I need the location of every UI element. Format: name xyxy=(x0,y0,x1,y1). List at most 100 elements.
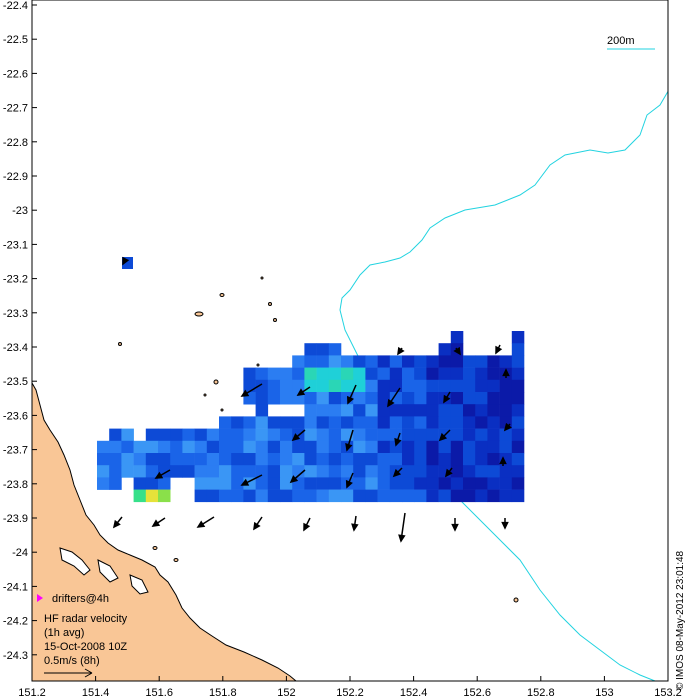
velocity-cell xyxy=(353,404,366,417)
velocity-cell xyxy=(255,489,269,503)
y-tick-label: -23.9 xyxy=(3,513,28,525)
velocity-cell xyxy=(499,379,513,393)
velocity-cell xyxy=(377,428,391,442)
velocity-cell xyxy=(206,428,220,442)
drifters-legend-label: drifters@4h xyxy=(52,593,109,605)
velocity-cell xyxy=(292,465,305,478)
velocity-cell xyxy=(450,355,464,368)
velocity-arrowhead xyxy=(151,519,161,527)
velocity-cell xyxy=(170,440,183,454)
velocity-cell xyxy=(316,440,330,454)
velocity-cell xyxy=(328,392,342,405)
depth-contour-legend-label: 200m xyxy=(607,35,635,47)
velocity-cell xyxy=(133,489,147,503)
velocity-cell xyxy=(377,379,391,393)
velocity-cell xyxy=(426,392,439,405)
velocity-cell xyxy=(219,416,232,429)
velocity-cell xyxy=(145,440,159,454)
velocity-cell xyxy=(426,416,439,429)
x-tick-label: 152.2 xyxy=(336,687,364,699)
velocity-arrowhead xyxy=(345,443,353,452)
velocity-cell xyxy=(414,404,427,417)
velocity-cell xyxy=(487,453,500,466)
velocity-cell xyxy=(499,404,513,417)
velocity-arrowhead xyxy=(392,468,402,478)
velocity-cell xyxy=(304,355,317,368)
velocity-cell xyxy=(511,404,525,417)
velocity-cell xyxy=(158,453,171,466)
velocity-arrowhead xyxy=(291,433,301,442)
x-tick-label: 152.4 xyxy=(400,687,428,699)
x-tick-label: 153 xyxy=(595,687,613,699)
velocity-cell xyxy=(280,453,293,466)
velocity-arrowhead xyxy=(397,346,405,356)
velocity-cell xyxy=(365,404,378,417)
velocity-cell xyxy=(438,355,452,368)
velocity-cell xyxy=(255,477,269,490)
legend-title: HF radar velocity xyxy=(44,613,128,625)
velocity-arrowhead xyxy=(387,398,395,408)
velocity-cell xyxy=(145,428,159,442)
velocity-cell xyxy=(255,416,269,429)
velocity-cell xyxy=(487,379,500,393)
velocity-arrowhead xyxy=(240,478,250,486)
velocity-cell xyxy=(438,453,452,466)
velocity-cell xyxy=(475,489,488,503)
velocity-cell xyxy=(292,440,305,454)
x-tick-label: 152.8 xyxy=(527,687,555,699)
velocity-arrowhead xyxy=(398,534,406,543)
velocity-cell xyxy=(206,465,220,478)
velocity-cell xyxy=(414,465,427,478)
velocity-cell xyxy=(499,477,513,490)
velocity-cell xyxy=(255,392,269,405)
velocity-cell xyxy=(341,355,354,368)
velocity-arrowhead xyxy=(499,456,507,465)
velocity-cell xyxy=(97,440,110,454)
velocity-cell xyxy=(231,440,244,454)
velocity-arrowhead xyxy=(345,479,353,489)
y-tick-label: -23.1 xyxy=(3,239,28,251)
velocity-cell xyxy=(231,465,244,478)
velocity-cell xyxy=(365,477,378,490)
velocity-cell xyxy=(450,404,464,417)
velocity-arrowhead xyxy=(451,523,459,532)
y-tick-label: -23.3 xyxy=(3,308,28,320)
velocity-cell xyxy=(353,416,366,429)
velocity-cell xyxy=(450,477,464,490)
velocity-cell xyxy=(243,465,256,478)
velocity-cell xyxy=(304,416,317,429)
velocity-cell xyxy=(438,379,452,393)
velocity-cell xyxy=(170,428,183,442)
velocity-cell xyxy=(316,343,330,356)
velocity-arrowhead xyxy=(347,395,355,405)
velocity-arrowhead xyxy=(351,523,359,532)
velocity-arrowhead xyxy=(122,256,130,266)
velocity-cell xyxy=(280,392,293,405)
velocity-cell xyxy=(511,453,525,466)
velocity-cell xyxy=(255,367,269,381)
velocity-cell xyxy=(121,428,134,442)
velocity-cell xyxy=(158,428,171,442)
velocity-cell xyxy=(304,489,317,503)
velocity-arrowhead xyxy=(443,394,451,404)
velocity-cell xyxy=(316,428,330,442)
velocity-cell xyxy=(487,477,500,490)
velocity-cell xyxy=(97,465,110,478)
velocity-cell xyxy=(280,379,293,393)
velocity-cell xyxy=(438,416,452,429)
velocity-cell xyxy=(280,428,293,442)
velocity-cell xyxy=(219,453,232,466)
velocity-cell xyxy=(463,489,476,503)
velocity-cell xyxy=(414,416,427,429)
velocity-cell xyxy=(328,453,342,466)
velocity-cell xyxy=(194,489,208,503)
x-tick-label: 151.6 xyxy=(145,687,173,699)
velocity-cell xyxy=(475,477,488,490)
velocity-cell xyxy=(255,404,269,417)
velocity-cell xyxy=(182,440,195,454)
velocity-cell xyxy=(402,379,415,393)
velocity-cell xyxy=(463,465,476,478)
velocity-cell xyxy=(145,453,159,466)
y-tick-label: -22.8 xyxy=(3,137,28,149)
velocity-cell xyxy=(341,489,354,503)
